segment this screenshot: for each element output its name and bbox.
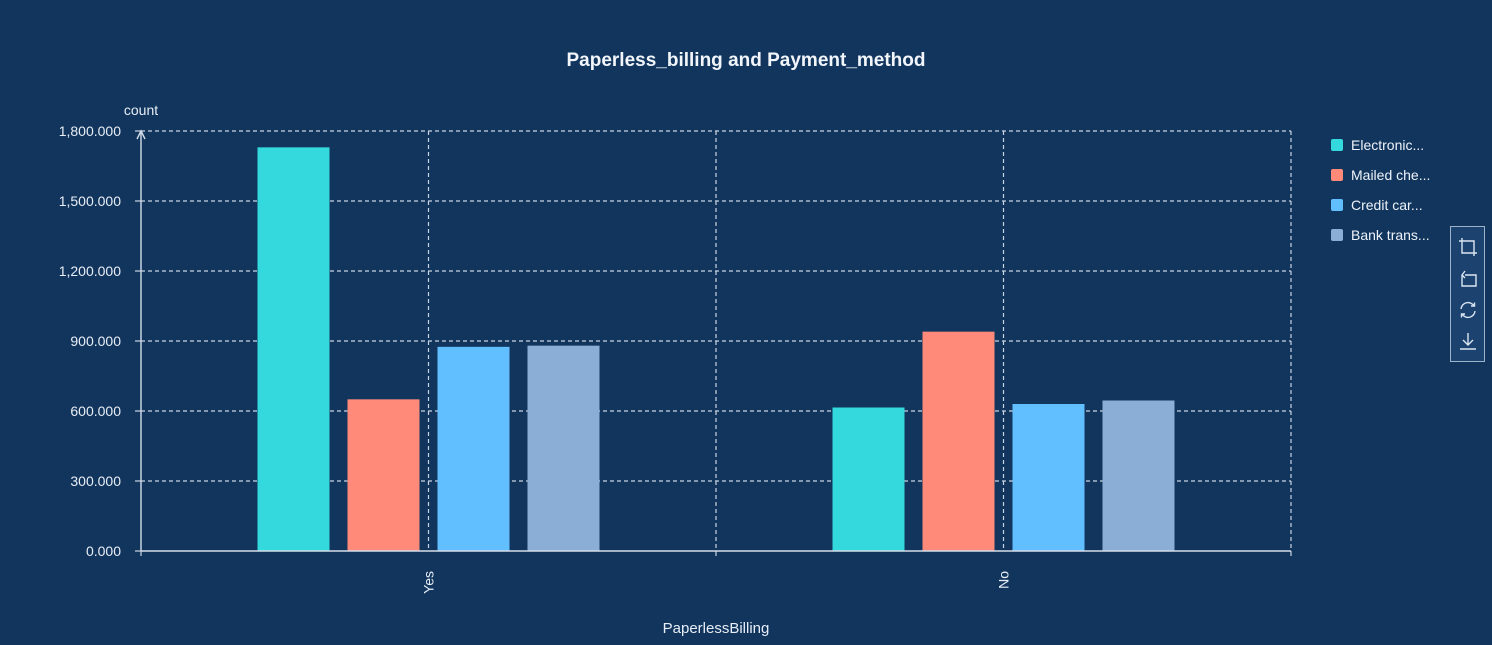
x-axis-label: PaperlessBilling [663, 620, 770, 637]
legend-item[interactable]: Credit car... [1331, 196, 1430, 214]
y-tick-label: 1,200.000 [59, 263, 121, 279]
x-tick-label: No [996, 571, 1012, 589]
y-tick-label: 900.000 [70, 333, 121, 349]
bar[interactable] [1102, 400, 1175, 552]
y-axis-label: count [124, 102, 158, 118]
bar[interactable] [527, 345, 600, 551]
bar[interactable] [257, 147, 330, 552]
legend-swatch [1331, 229, 1343, 241]
chart-toolbox [1450, 226, 1485, 362]
y-tick-label: 1,500.000 [59, 193, 121, 209]
legend-swatch [1331, 139, 1343, 151]
legend-label: Electronic... [1351, 137, 1425, 153]
legend-label: Bank trans... [1351, 227, 1430, 243]
legend-label: Mailed che... [1351, 167, 1431, 183]
y-tick-label: 600.000 [70, 403, 121, 419]
bar[interactable] [832, 407, 905, 552]
bar[interactable] [347, 399, 420, 551]
x-tick-label: Yes [421, 571, 437, 594]
legend-swatch [1331, 169, 1343, 181]
legend-item[interactable]: Mailed che... [1331, 166, 1430, 184]
zoom-icon[interactable] [1456, 235, 1480, 259]
restore-icon[interactable] [1456, 298, 1480, 322]
y-tick-label: 300.000 [70, 473, 121, 489]
bar[interactable] [1012, 404, 1085, 551]
bar[interactable] [437, 346, 510, 551]
legend-swatch [1331, 199, 1343, 211]
chart-title: Paperless_billing and Payment_method [567, 50, 926, 71]
legend-item[interactable]: Bank trans... [1331, 226, 1430, 244]
legend-item[interactable]: Electronic... [1331, 136, 1430, 154]
legend: Electronic... Mailed che... Credit car... B… [1331, 136, 1430, 244]
y-tick-label: 0.000 [86, 543, 121, 559]
y-axis-arrow [136, 129, 146, 140]
zoom-reset-icon[interactable] [1456, 266, 1480, 290]
download-icon[interactable] [1456, 329, 1480, 353]
legend-label: Credit car... [1351, 197, 1423, 213]
bar[interactable] [922, 331, 995, 551]
y-tick-label: 1,800.000 [59, 123, 121, 139]
